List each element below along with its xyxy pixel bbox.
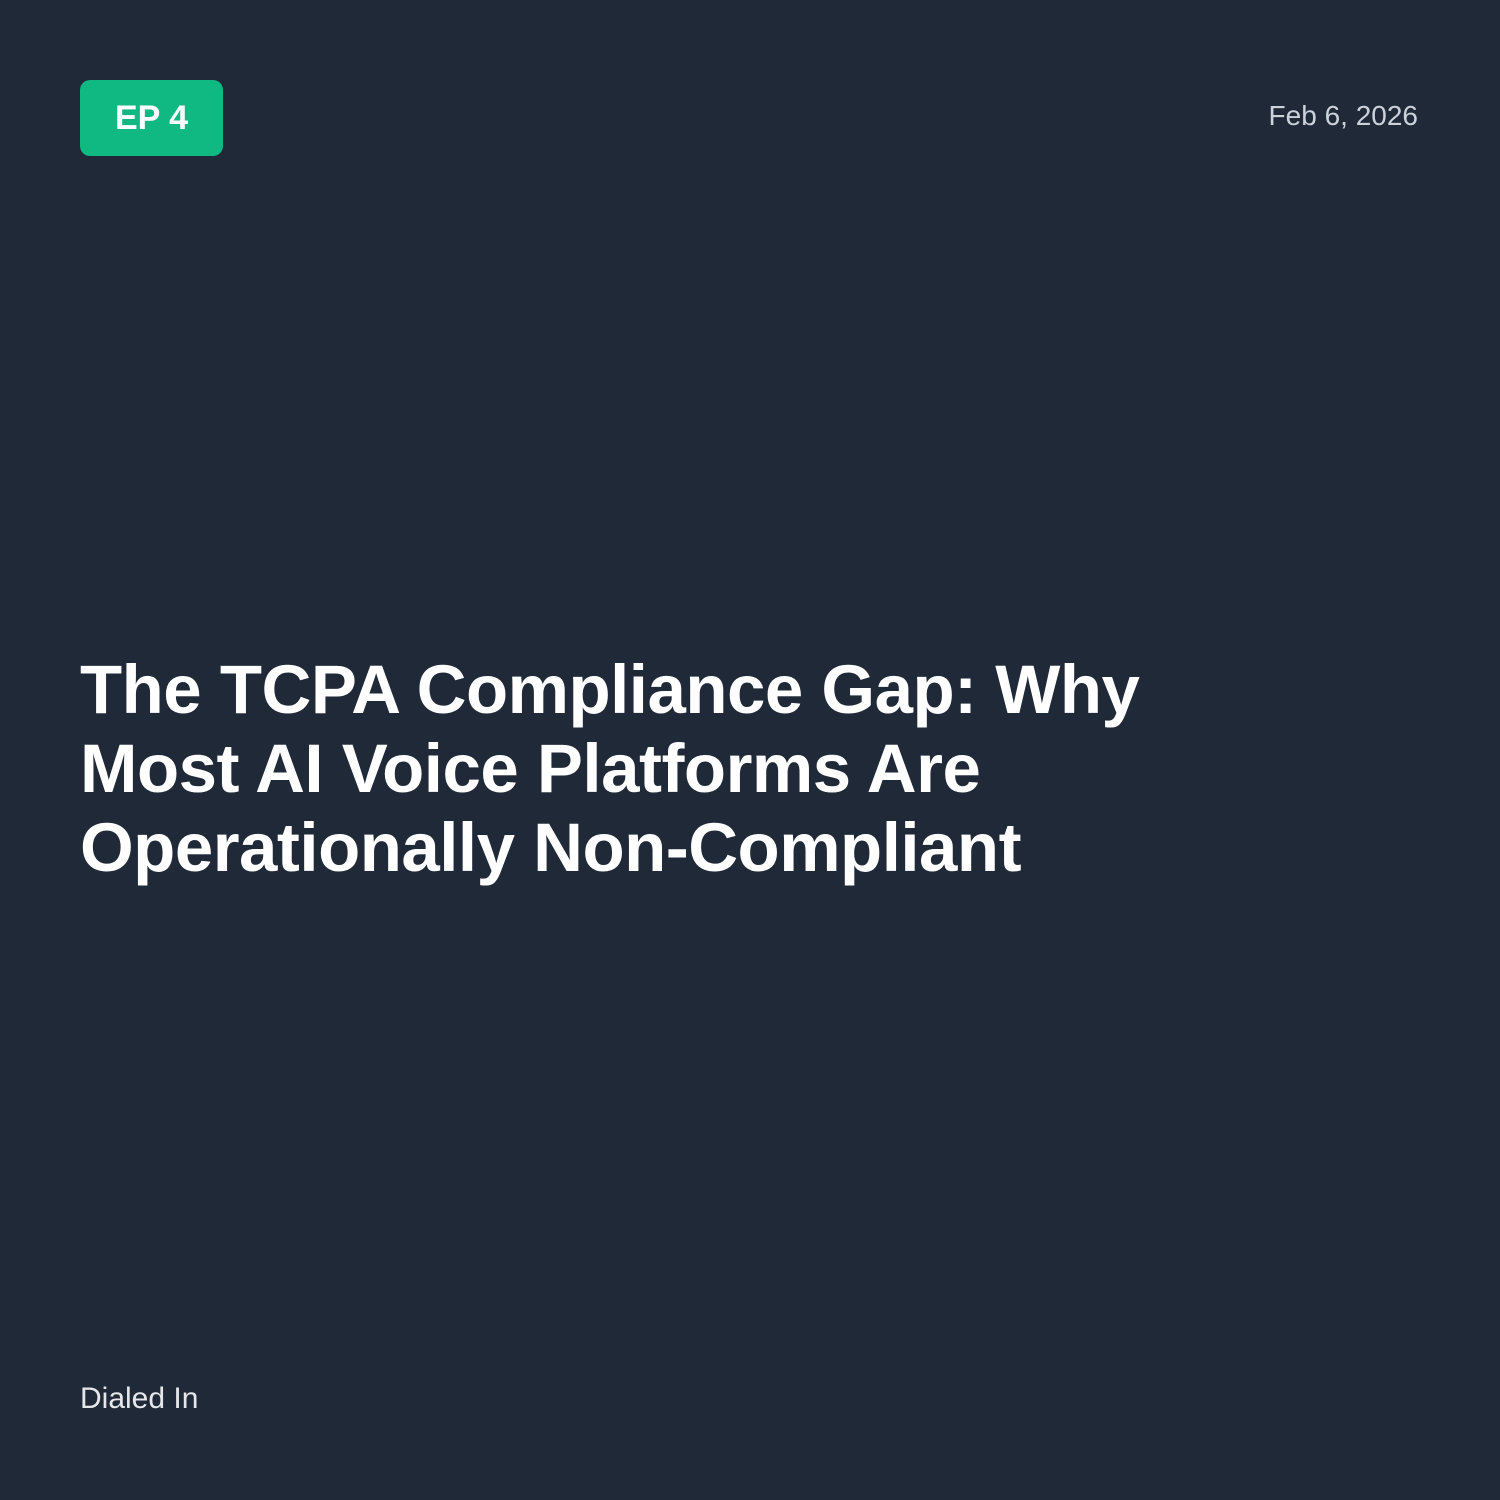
episode-title: The TCPA Compliance Gap: Why Most AI Voi… bbox=[80, 650, 1140, 887]
title-line: Operationally Non-Compliant bbox=[80, 809, 1022, 886]
publish-date: Feb 6, 2026 bbox=[1268, 100, 1418, 131]
episode-badge: EP 4 bbox=[80, 80, 223, 156]
podcast-name: Dialed In bbox=[80, 1382, 199, 1415]
title-line: The TCPA Compliance Gap: Why bbox=[80, 651, 1140, 728]
title-line: Most AI Voice Platforms Are bbox=[80, 730, 981, 807]
